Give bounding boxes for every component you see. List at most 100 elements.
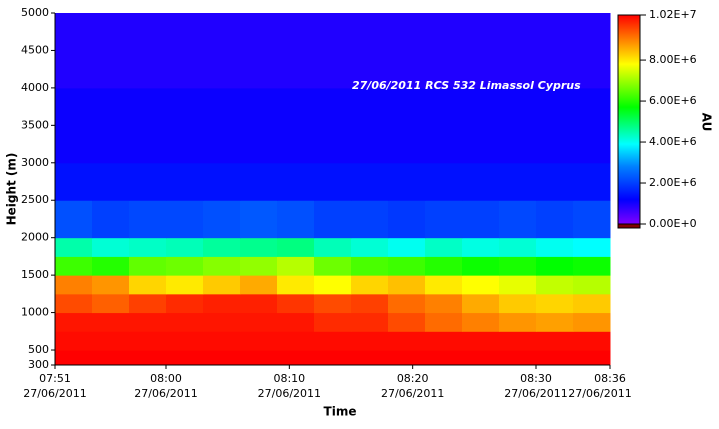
heatmap-cell xyxy=(499,87,537,164)
heatmap-cell xyxy=(499,312,537,332)
heatmap-cell xyxy=(388,13,426,89)
heatmap-cell xyxy=(388,293,426,314)
heatmap-cell xyxy=(203,162,241,201)
y-tick-label: 3500 xyxy=(21,118,49,131)
heatmap-cell xyxy=(425,331,463,351)
heatmap-cell xyxy=(166,162,204,201)
heatmap-cell xyxy=(351,237,389,257)
heatmap-cell xyxy=(92,275,130,295)
heatmap-cell xyxy=(129,13,167,89)
heatmap-cell xyxy=(92,293,130,314)
heatmap-cell xyxy=(425,275,463,295)
heatmap-cell xyxy=(425,312,463,332)
heatmap-cell xyxy=(573,312,611,332)
heatmap-cell xyxy=(129,200,167,239)
heatmap-cell xyxy=(536,200,574,239)
heatmap-cell xyxy=(203,312,241,332)
y-tick-label: 1000 xyxy=(21,306,49,319)
heatmap-cell xyxy=(55,237,93,257)
heatmap-cell xyxy=(425,350,463,366)
heatmap-cell xyxy=(92,87,130,164)
heatmap-cell xyxy=(92,331,130,351)
heatmap-cell xyxy=(240,200,278,239)
heatmap-cell xyxy=(536,237,574,257)
x-tick-label: 08:10 xyxy=(273,372,305,385)
heatmap-cell xyxy=(314,275,352,295)
heatmap-cell xyxy=(536,162,574,201)
heatmap-cell xyxy=(277,13,315,89)
heatmap-cell xyxy=(55,256,93,276)
heatmap-cell xyxy=(351,162,389,201)
heatmap-cell xyxy=(277,87,315,164)
heatmap-cell xyxy=(351,256,389,276)
heatmap-cell xyxy=(314,13,352,89)
heatmap-cell xyxy=(425,162,463,201)
heatmap xyxy=(55,13,611,366)
heatmap-cell xyxy=(499,13,537,89)
heatmap-cell xyxy=(351,200,389,239)
heatmap-cell xyxy=(55,350,93,366)
heatmap-cell xyxy=(240,275,278,295)
heatmap-cell xyxy=(499,350,537,366)
heatmap-cell xyxy=(462,256,500,276)
x-tick-label: 08:30 xyxy=(520,372,552,385)
heatmap-cell xyxy=(92,350,130,366)
heatmap-cell xyxy=(388,275,426,295)
heatmap-cell xyxy=(277,200,315,239)
heatmap-cell xyxy=(240,331,278,351)
heatmap-cell xyxy=(351,275,389,295)
heatmap-cell xyxy=(277,350,315,366)
heatmap-cell xyxy=(499,293,537,314)
heatmap-cell xyxy=(55,200,93,239)
heatmap-cell xyxy=(92,312,130,332)
heatmap-cell xyxy=(499,275,537,295)
heatmap-cell xyxy=(203,331,241,351)
heatmap-cell xyxy=(425,256,463,276)
heatmap-cell xyxy=(536,256,574,276)
heatmap-cell xyxy=(129,237,167,257)
heatmap-cell xyxy=(277,237,315,257)
heatmap-cell xyxy=(462,275,500,295)
heatmap-cell xyxy=(388,312,426,332)
heatmap-cell xyxy=(462,312,500,332)
heatmap-cell xyxy=(203,293,241,314)
heatmap-cell xyxy=(573,293,611,314)
heatmap-cell xyxy=(129,350,167,366)
heatmap-cell xyxy=(277,256,315,276)
y-tick-label: 3000 xyxy=(21,156,49,169)
heatmap-cell xyxy=(462,162,500,201)
heatmap-cell xyxy=(240,312,278,332)
y-tick-label: 4000 xyxy=(21,81,49,94)
y-tick-label: 5000 xyxy=(21,6,49,19)
heatmap-cell xyxy=(240,293,278,314)
annotation: 27/06/2011 RCS 532 Limassol Cyprus xyxy=(352,79,581,92)
heatmap-cell xyxy=(55,331,93,351)
heatmap-cell xyxy=(351,331,389,351)
heatmap-cell xyxy=(388,87,426,164)
heatmap-cell xyxy=(92,237,130,257)
x-tick-label: 08:20 xyxy=(397,372,429,385)
heatmap-cell xyxy=(388,162,426,201)
y-tick-label: 500 xyxy=(28,343,49,356)
heatmap-cell xyxy=(536,275,574,295)
colorbar-tick-label: 0.00E+0 xyxy=(649,217,697,230)
heatmap-cell xyxy=(462,87,500,164)
heatmap-cell xyxy=(166,256,204,276)
heatmap-cell xyxy=(499,162,537,201)
y-axis-title: Height (m) xyxy=(5,153,19,226)
heatmap-cell xyxy=(462,331,500,351)
heatmap-cell xyxy=(314,162,352,201)
heatmap-cell xyxy=(129,275,167,295)
heatmap-cell xyxy=(129,256,167,276)
heatmap-cell xyxy=(351,293,389,314)
heatmap-cell xyxy=(351,350,389,366)
heatmap-cell xyxy=(536,293,574,314)
x-axis-title: Time xyxy=(324,405,357,419)
heatmap-cell xyxy=(277,275,315,295)
heatmap-cell xyxy=(129,293,167,314)
heatmap-cell xyxy=(203,87,241,164)
heatmap-cell xyxy=(462,237,500,257)
heatmap-cell xyxy=(388,237,426,257)
heatmap-cell xyxy=(573,237,611,257)
